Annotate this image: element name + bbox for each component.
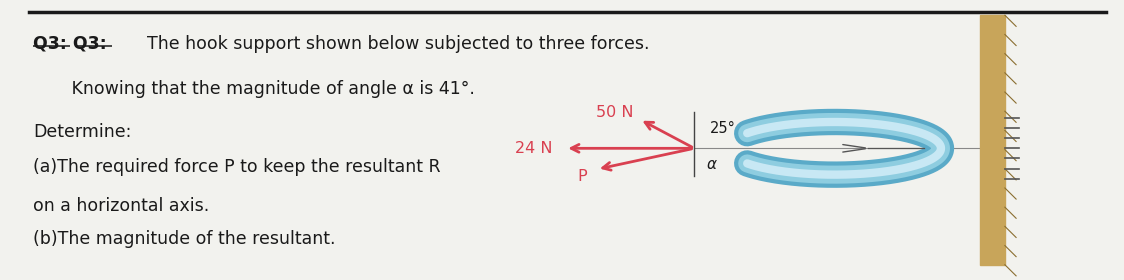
Bar bbox=[980, 15, 1005, 265]
Text: The hook support shown below subjected to three forces.: The hook support shown below subjected t… bbox=[136, 35, 650, 53]
Text: Knowing that the magnitude of angle α is 41°.: Knowing that the magnitude of angle α is… bbox=[33, 80, 474, 98]
Text: (a)The required force P to keep the resultant R: (a)The required force P to keep the resu… bbox=[33, 158, 441, 176]
Text: 25°: 25° bbox=[710, 122, 736, 136]
Text: on a horizontal axis.: on a horizontal axis. bbox=[33, 197, 209, 215]
Text: (b)The magnitude of the resultant.: (b)The magnitude of the resultant. bbox=[33, 230, 335, 248]
Text: Determine:: Determine: bbox=[33, 123, 132, 141]
Text: α: α bbox=[707, 157, 717, 172]
Text: Q3: Q3:: Q3: Q3: bbox=[33, 35, 107, 53]
Text: 50 N: 50 N bbox=[597, 105, 634, 120]
Text: P: P bbox=[578, 169, 587, 185]
Text: 24 N: 24 N bbox=[515, 141, 553, 156]
